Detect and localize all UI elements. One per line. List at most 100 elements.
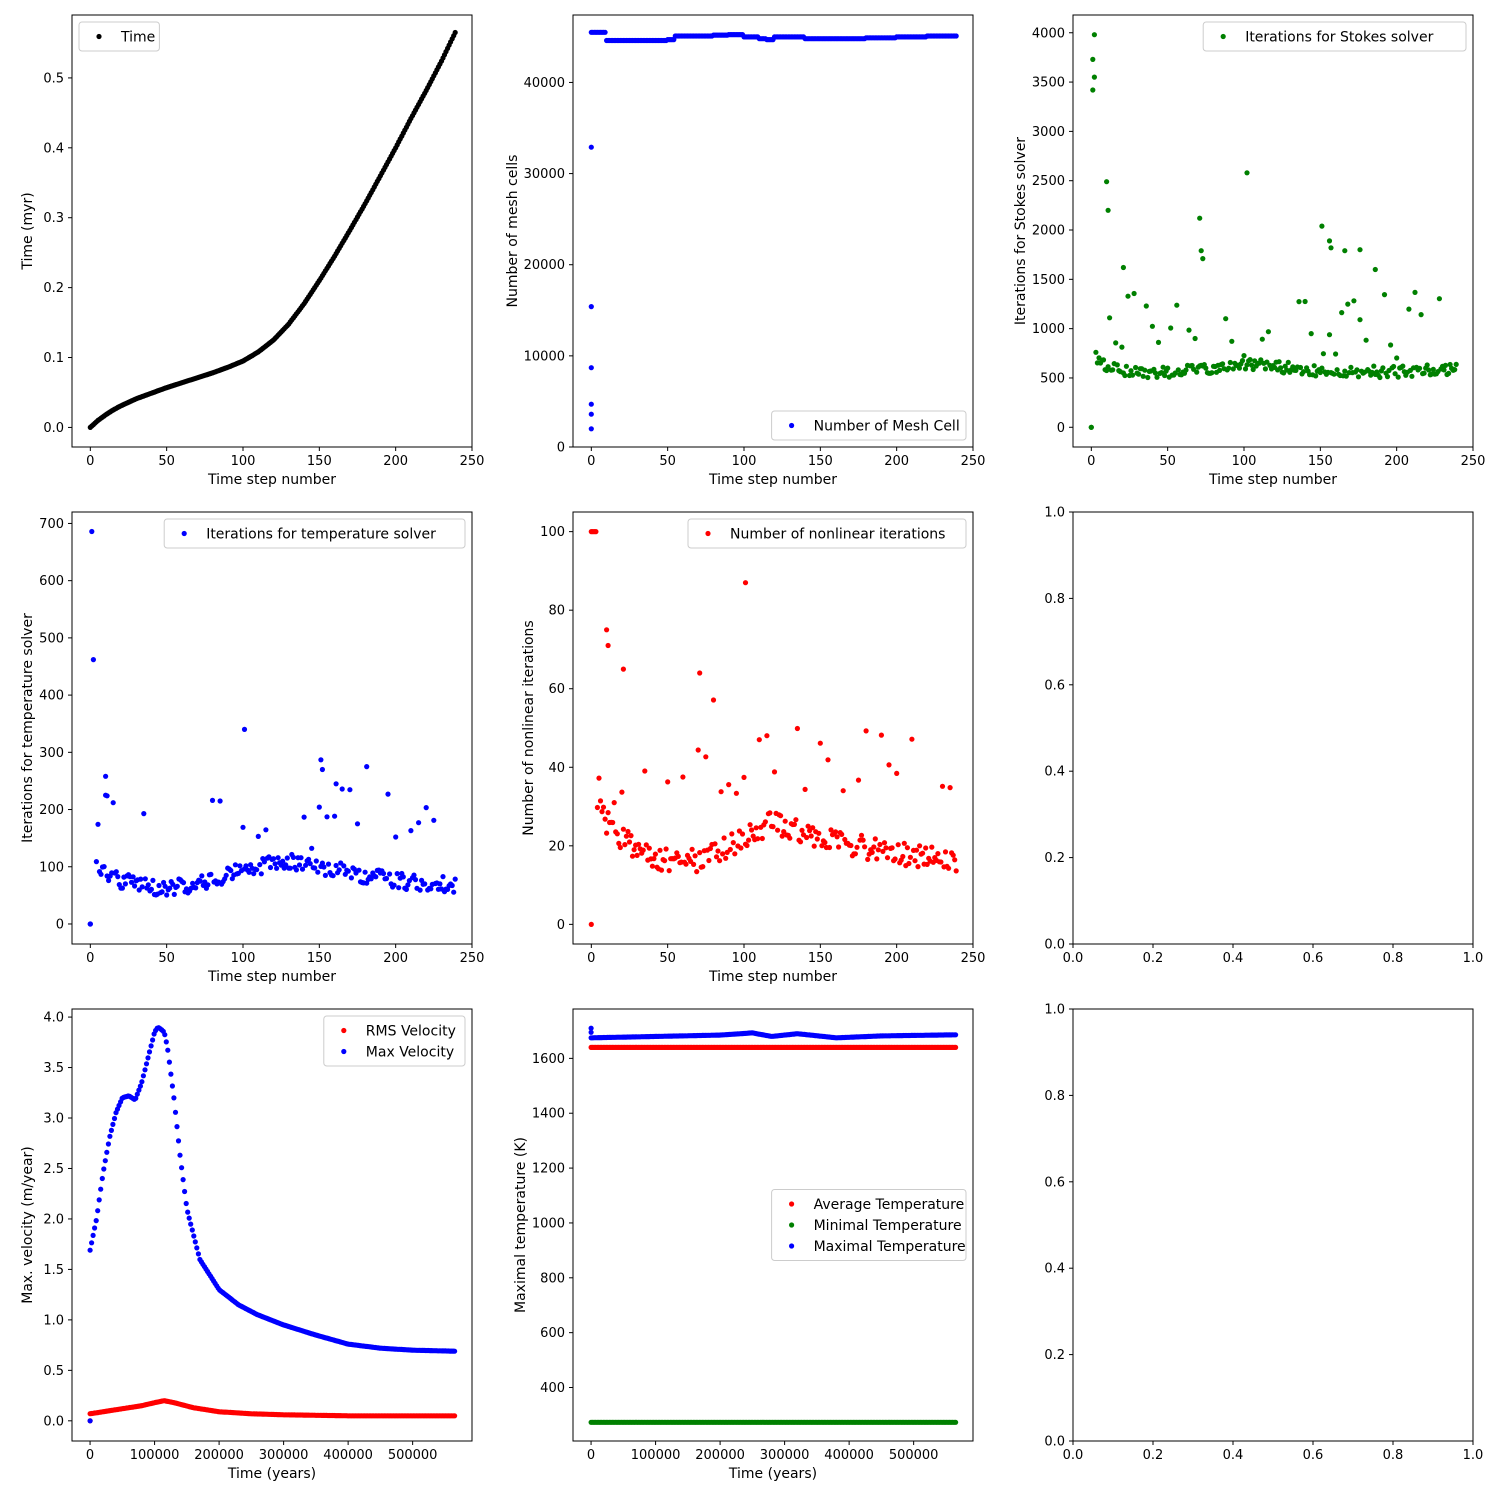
data-point: [139, 884, 145, 890]
data-point: [617, 844, 623, 851]
data-point: [162, 883, 168, 889]
data-point: [1110, 367, 1116, 373]
data-point: [717, 858, 723, 864]
data-point: [150, 877, 156, 884]
subplot-nonlinear: 0 50 100 150 200 250 0 20 40 60 80 100 Time step num…: [521, 511, 985, 985]
y-tick-label: 3500: [1032, 76, 1065, 91]
data-point: [611, 800, 617, 806]
data-point: [113, 869, 119, 875]
data-point: [141, 811, 147, 817]
data-point: [770, 824, 776, 830]
data-point: [182, 1188, 188, 1195]
y-tick-label: 700: [39, 517, 64, 532]
data-point: [354, 821, 361, 827]
data-point: [854, 844, 860, 850]
data-point: [614, 831, 620, 837]
data-point: [1217, 367, 1223, 373]
x-axis-label: Time (years): [728, 1466, 817, 1482]
series-0: [588, 529, 959, 928]
data-point: [939, 783, 946, 789]
y-tick-label: 0.4: [1044, 765, 1065, 780]
x-axis-label: Time step number: [207, 969, 336, 985]
y-tick-label: 20: [548, 839, 565, 854]
data-point: [895, 842, 901, 848]
data-point: [720, 851, 726, 857]
data-point: [251, 871, 257, 877]
data-point: [643, 842, 649, 848]
x-tick-label: 200: [383, 951, 408, 966]
data-point: [953, 868, 959, 874]
data-point: [1446, 370, 1452, 376]
data-point: [1342, 248, 1348, 254]
data-point: [703, 754, 709, 760]
data-point: [1264, 359, 1270, 365]
y-tick-label: 100: [39, 860, 64, 875]
data-point: [1105, 207, 1111, 213]
data-point: [865, 856, 871, 863]
x-axis-label: Time step number: [1208, 472, 1337, 488]
data-point: [188, 1221, 194, 1227]
data-point: [189, 1227, 195, 1233]
subplot-mesh: 0 50 100 150 200 250 0 10000 20000 30000 40000 Time…: [505, 14, 985, 488]
legend-marker: [96, 33, 102, 40]
y-axis-label: Number of nonlinear iterations: [521, 620, 537, 835]
y-tick-label: 0.0: [43, 421, 64, 436]
x-tick-label: 100: [732, 951, 757, 966]
data-point: [140, 1073, 146, 1079]
data-point: [872, 836, 878, 842]
x-tick-label: 400000: [824, 1448, 874, 1463]
data-point: [209, 797, 216, 804]
data-point: [194, 1245, 200, 1251]
data-point: [148, 886, 154, 893]
data-point: [168, 1071, 174, 1077]
data-point: [924, 861, 930, 868]
data-point: [186, 1215, 192, 1221]
data-point: [364, 764, 370, 770]
plot-border: [1072, 14, 1474, 448]
x-tick-label: 50: [659, 951, 676, 966]
data-point: [257, 862, 263, 868]
data-point: [142, 876, 148, 882]
data-point: [810, 825, 816, 831]
data-point: [920, 850, 926, 856]
x-tick-label: 0: [587, 951, 595, 966]
data-point: [272, 861, 278, 867]
data-point: [452, 876, 458, 882]
data-point: [1442, 362, 1449, 368]
data-point: [177, 1152, 183, 1158]
data-point: [336, 867, 342, 873]
legend-marker: [789, 1222, 795, 1228]
data-point: [130, 874, 136, 880]
data-point: [115, 874, 121, 880]
data-point: [622, 842, 628, 848]
data-point: [122, 881, 128, 887]
data-point: [324, 814, 330, 820]
data-point: [405, 882, 411, 888]
x-axis-label: Time step number: [708, 472, 837, 488]
data-point: [333, 862, 339, 869]
data-point: [738, 845, 744, 851]
y-tick-label: 800: [540, 1271, 565, 1286]
data-point: [1300, 369, 1307, 375]
plot-frame: [572, 14, 974, 448]
y-tick-label: 1.0: [1044, 506, 1065, 521]
y-tick-label: 0.2: [43, 281, 64, 296]
data-point: [143, 1061, 150, 1067]
data-point: [339, 786, 345, 792]
data-point: [1120, 264, 1126, 271]
data-point: [781, 829, 787, 835]
data-point: [274, 865, 280, 871]
data-point: [1136, 371, 1142, 377]
data-point: [1326, 238, 1333, 244]
y-tick-label: 60: [548, 682, 565, 697]
data-point: [119, 885, 125, 891]
data-point: [877, 841, 883, 848]
data-point: [662, 858, 668, 864]
data-point: [1165, 365, 1171, 371]
data-point: [417, 887, 423, 893]
data-point: [1183, 367, 1189, 373]
data-point: [749, 827, 755, 833]
data-point: [192, 1239, 198, 1245]
data-point: [1209, 370, 1215, 376]
